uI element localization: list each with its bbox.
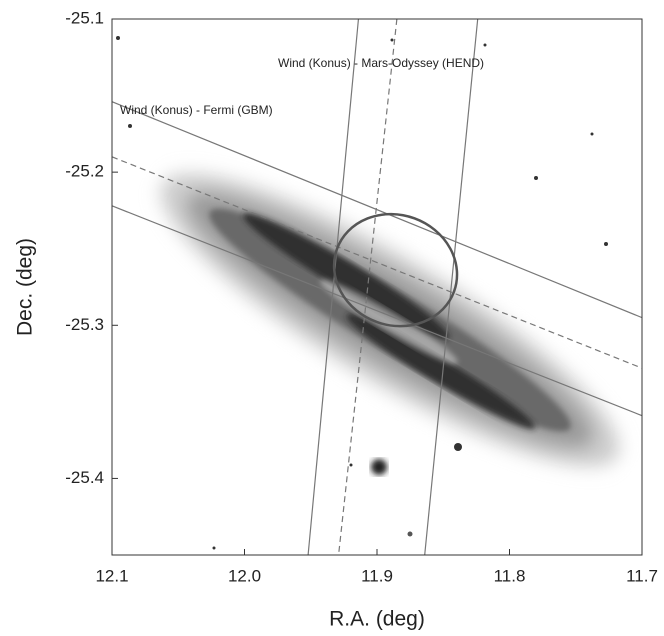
localization-line	[307, 18, 360, 556]
annotation: Wind (Konus) - Fermi (GBM)	[120, 103, 273, 117]
x-tick-label: 11.7	[626, 566, 658, 585]
x-tick-label: 12.0	[228, 566, 261, 585]
error-ellipse	[332, 212, 459, 328]
y-tick-label: -25.2	[65, 162, 104, 181]
plot-area	[111, 18, 643, 556]
y-tick-label: -25.4	[65, 468, 104, 487]
galaxy-image	[116, 36, 620, 550]
y-tick-label: -25.3	[65, 315, 104, 334]
x-tick-label: 12.1	[95, 566, 128, 585]
x-tick-label: 11.9	[361, 566, 393, 585]
localization-line	[424, 18, 479, 556]
localization-line	[111, 101, 643, 319]
localization-line	[111, 156, 643, 369]
x-tick-label: 11.8	[494, 566, 526, 585]
localization-line	[111, 205, 643, 417]
x-axis-label: R.A. (deg)	[329, 608, 425, 631]
y-axis-label: Dec. (deg)	[14, 238, 37, 336]
annotation: Wind (Konus) - Mars-Odyssey (HEND)	[278, 56, 484, 70]
y-tick-label: -25.1	[65, 8, 104, 27]
